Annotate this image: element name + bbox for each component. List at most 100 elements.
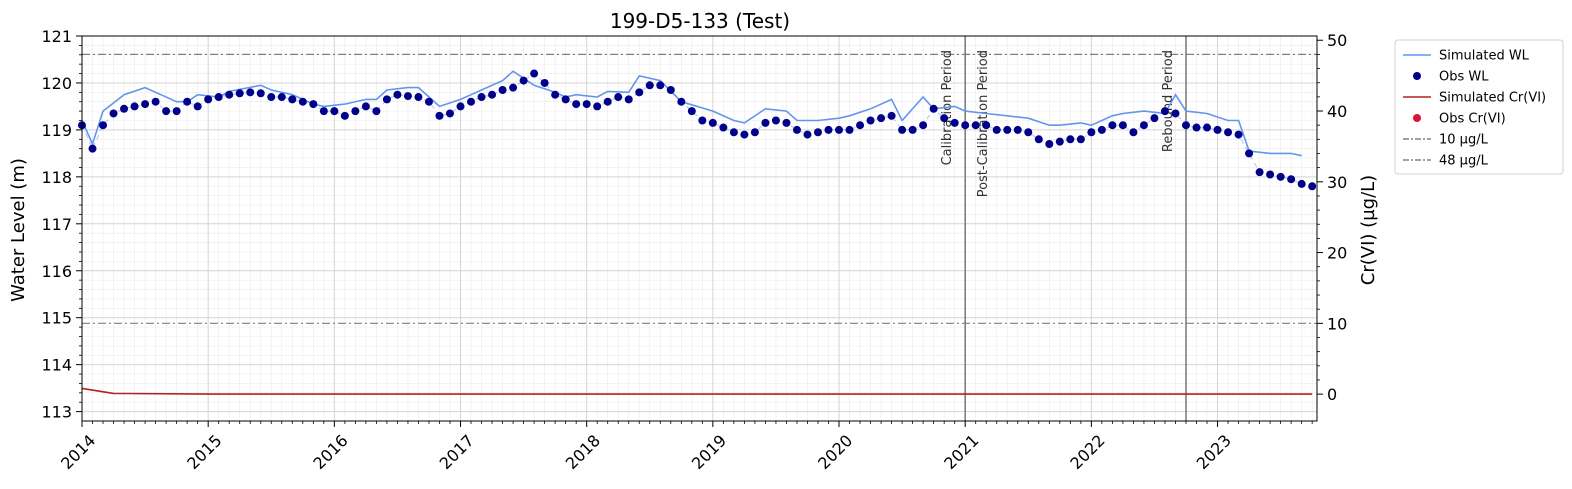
legend-label: 10 µg/L [1439,133,1489,148]
obs-wl-point [750,128,759,137]
obs-wl-point [414,93,423,102]
obs-wl-point [1213,125,1222,134]
obs-wl-point [1034,135,1043,144]
obs-wl-point [330,107,339,116]
obs-wl-point [898,125,907,134]
obs-wl-point [540,78,549,87]
obs-wl-point [803,130,812,139]
obs-wl-point [1150,114,1159,123]
obs-wl-point [456,102,465,111]
obs-wl-point [624,95,633,104]
obs-wl-point [771,116,780,125]
obs-wl-point [729,128,738,137]
x-tick-label: 2017 [436,431,478,473]
obs-wl-point [687,107,696,116]
x-tick-label: 2020 [814,431,856,473]
plot-frame [81,35,1318,422]
obs-wl-point [982,121,991,130]
legend-swatch [1413,114,1421,122]
x-tick-label: 2014 [57,431,99,473]
series-layer [78,69,1317,395]
legend-swatch [1413,72,1421,80]
obs-wl-point [740,130,749,139]
x-tick-label: 2022 [1066,431,1108,473]
obs-wl-point [1224,128,1233,137]
y2-tick-label: 10 [1327,314,1347,333]
obs-wl-point [151,97,160,106]
obs-wl-point [1192,123,1201,132]
obs-wl-point [761,118,770,127]
x-tick-label: 2018 [562,431,604,473]
legend-label: 48 µg/L [1439,154,1489,169]
obs-wl-point [130,102,139,111]
y2-tick-label: 30 [1327,173,1347,192]
obs-wl-point [319,107,328,116]
obs-wl-point [635,88,644,97]
obs-wl-point [1245,149,1254,158]
obs-wl-point [1308,182,1317,191]
obs-wl-point [519,76,528,85]
obs-wl-point [1087,128,1096,137]
obs-wl-point [1129,128,1138,137]
obs-wl-point [940,114,949,123]
obs-wl-point [88,144,97,153]
y-tick-label: 121 [41,27,72,46]
obs-wl-point [1160,107,1169,116]
obs-wl-point [509,83,518,92]
obs-wl-point [235,89,244,98]
obs-wl-point [1066,135,1075,144]
obs-wl-point [856,121,865,130]
obs-wl-point [971,121,980,130]
legend-label: Obs Cr(VI) [1439,112,1506,127]
obs-wl-point [561,95,570,104]
reference-lines [82,53,1317,324]
y2-axis-title: Cr(VI) (µg/L) [1358,175,1379,285]
legend: Simulated WL Obs WL Simulated Cr(VI) Obs Cr… [1394,39,1564,175]
y-tick-label: 116 [41,262,72,281]
obs-wl-point [1076,135,1085,144]
obs-wl-point [435,111,444,120]
obs-wl-point [866,116,875,125]
obs-wl-point [361,102,370,111]
obs-wl-point [109,109,118,118]
obs-wl-point [403,92,412,101]
obs-wl-point [950,118,959,127]
y-axis-title: Water Level (m) [8,158,29,302]
obs-wl-point [582,100,591,109]
obs-wl-point [340,111,349,120]
y2-tick-label: 50 [1327,31,1347,50]
y2-tick-label: 20 [1327,244,1347,263]
obs-wl-point [1181,121,1190,130]
x-tick-label: 2023 [1193,431,1235,473]
obs-wl-point [225,90,234,99]
obs-wl-point [708,118,717,127]
obs-wl-point [162,107,171,116]
y-tick-label: 113 [41,403,72,422]
obs-wl-point [1139,121,1148,130]
obs-wl-point [467,97,476,106]
obs-wl-point [477,93,486,102]
obs-wl-point [120,104,129,113]
simulated-cr-line [81,387,1313,395]
obs-wl-point [1108,121,1117,130]
obs-wl-point [1276,172,1285,181]
obs-wl-point [919,121,928,130]
y-tick-label: 119 [41,121,72,140]
obs-wl-point [393,90,402,99]
obs-wl-point [288,95,297,104]
obs-wl-point [1287,175,1296,184]
obs-wl-point [824,125,833,134]
obs-wl-point [992,125,1001,134]
obs-wl-point [845,125,854,134]
obs-wl-point [488,90,497,99]
obs-wl-point [1003,125,1012,134]
obs-wl-point [603,97,612,106]
obs-wl-connector [81,72,1313,187]
obs-wl-point [593,102,602,111]
obs-wl-point [719,123,728,132]
obs-wl-point [99,121,108,130]
obs-wl-point [645,81,654,90]
obs-wl-point [382,95,391,104]
obs-wl-point [1255,168,1264,177]
